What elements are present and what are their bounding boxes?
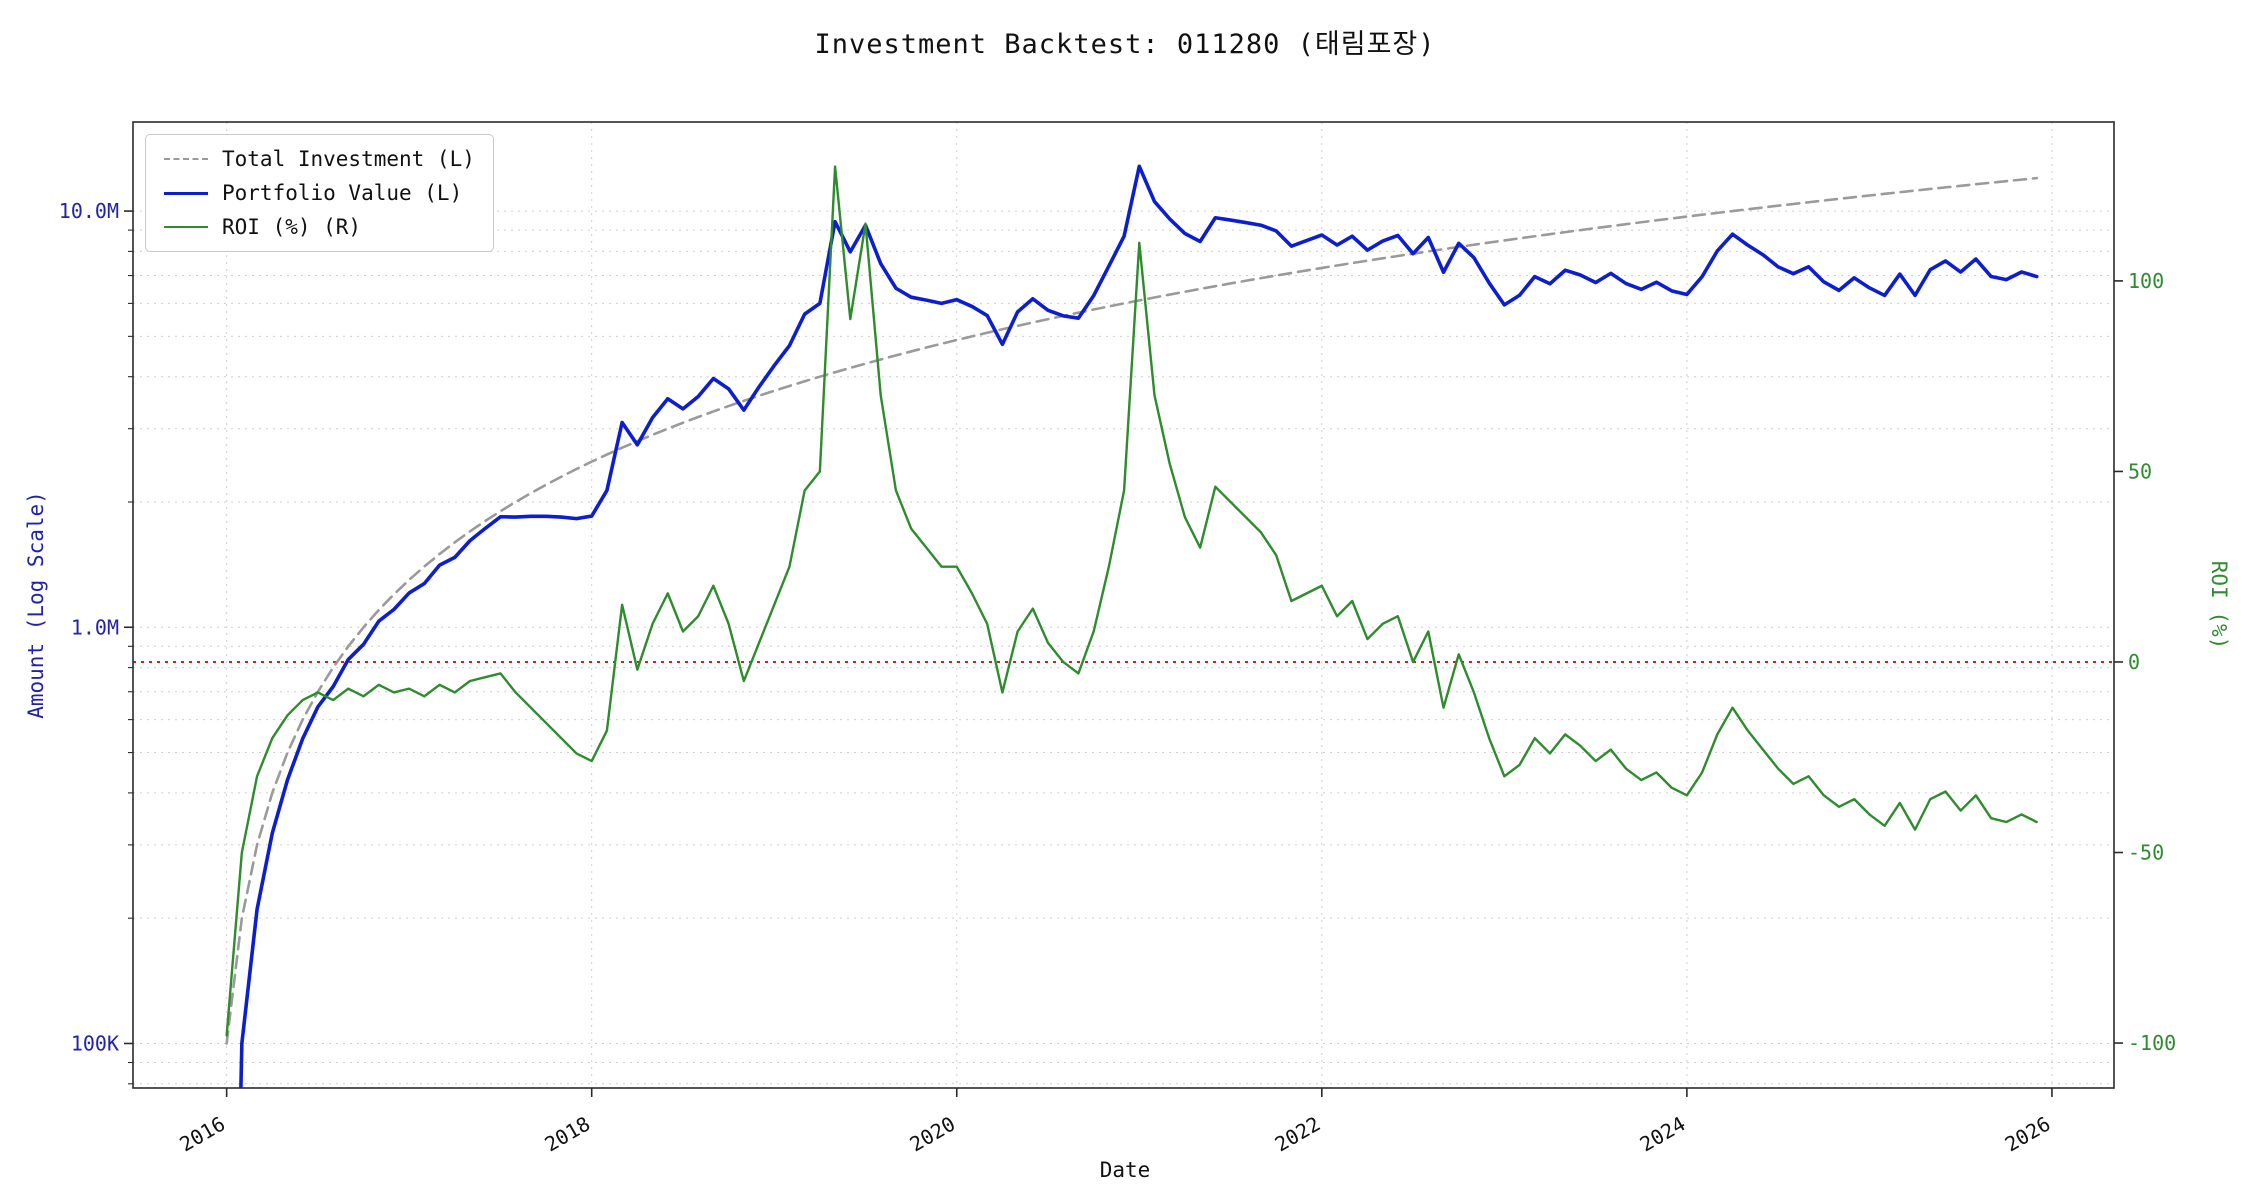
chart-title: Investment Backtest: 011280 (태림포장): [814, 29, 1436, 60]
svg-text:-50: -50: [2128, 841, 2164, 865]
svg-text:10.0M: 10.0M: [59, 199, 119, 223]
right-axis-label: ROI (%): [2207, 560, 2231, 650]
svg-text:100K: 100K: [71, 1031, 119, 1055]
svg-text:50: 50: [2128, 459, 2152, 483]
legend-label-roi: ROI (%) (R): [222, 215, 362, 239]
svg-text:0: 0: [2128, 650, 2140, 674]
legend: Total Investment (L) Portfolio Value (L)…: [145, 134, 494, 252]
solid-blue-line-swatch-icon: [164, 191, 208, 195]
legend-label-total-investment: Total Investment (L): [222, 147, 475, 171]
solid-green-line-swatch-icon: [164, 226, 208, 228]
legend-item-roi: ROI (%) (R): [164, 215, 475, 239]
left-axis-label: Amount (Log Scale): [24, 491, 48, 719]
legend-item-total-investment: Total Investment (L): [164, 147, 475, 171]
svg-text:1.0M: 1.0M: [71, 615, 119, 639]
legend-item-portfolio-value: Portfolio Value (L): [164, 181, 475, 205]
legend-label-portfolio-value: Portfolio Value (L): [222, 181, 463, 205]
svg-text:100: 100: [2128, 269, 2164, 293]
x-axis-label: Date: [1099, 1158, 1151, 1182]
dashed-line-swatch-icon: [164, 158, 208, 160]
svg-text:-100: -100: [2128, 1031, 2176, 1055]
